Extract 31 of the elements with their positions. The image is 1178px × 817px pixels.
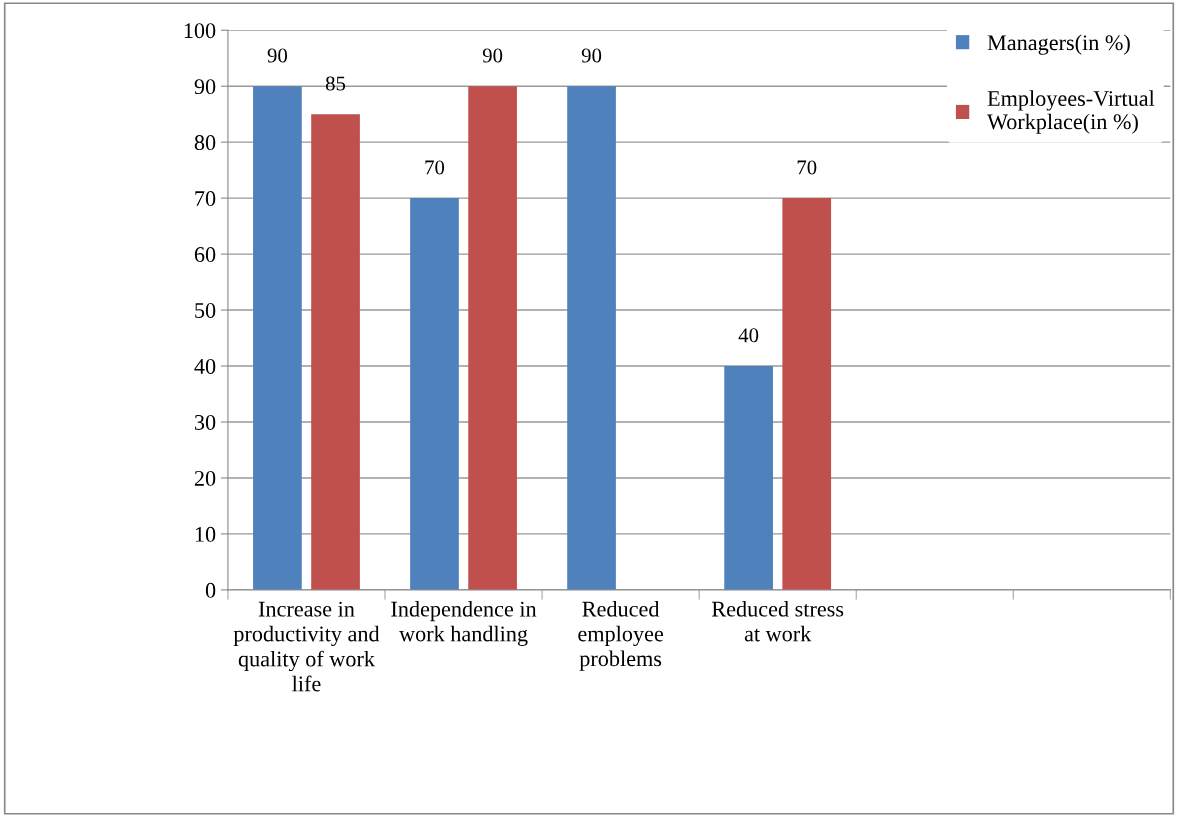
y-tick-label: 100 (184, 23, 216, 39)
bar (253, 86, 302, 590)
bar (410, 198, 459, 590)
bar (724, 366, 773, 590)
y-tick-label: 20 (194, 470, 216, 486)
y-tick-label: 60 (194, 247, 216, 263)
y-tick-label: 80 (194, 135, 216, 151)
data-label: 70 (425, 160, 445, 175)
x-tick-label: Independence in work handling (391, 600, 537, 646)
y-tick-label: 70 (195, 191, 216, 207)
legend-label: Employees-Virtual Workplace(in %) (987, 90, 1155, 134)
data-label: 40 (738, 328, 759, 343)
bar (567, 86, 616, 590)
bar (468, 86, 517, 590)
bar (311, 114, 360, 590)
data-label: 90 (482, 48, 503, 63)
y-tick-label: 40 (194, 358, 216, 374)
y-tick-label: 90 (194, 79, 216, 95)
legend-label: Managers(in %) (987, 34, 1130, 55)
bar (782, 198, 832, 590)
x-tick-label: Reduced employee problems (578, 600, 664, 671)
data-label: 90 (267, 48, 288, 63)
y-tick-label: 10 (195, 526, 216, 542)
x-tick-label: Increase in productivity and quality of work life (233, 601, 380, 692)
data-label: 90 (581, 48, 602, 63)
x-tick-label: Reduced stress at work (711, 600, 844, 642)
y-tick-label: 0 (205, 582, 216, 598)
data-label: 85 (325, 76, 346, 91)
y-tick-label: 50 (195, 302, 216, 318)
y-tick-label: 30 (194, 414, 216, 430)
data-label: 70 (797, 160, 817, 175)
